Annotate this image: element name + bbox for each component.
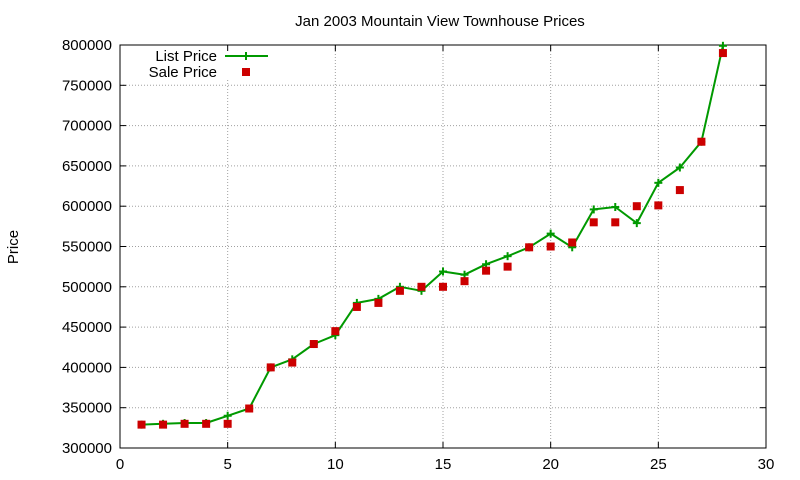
sale-price-point (611, 218, 620, 227)
y-tick-label: 750000 (62, 77, 112, 94)
sale-price-point (697, 137, 706, 146)
sale-price-point (589, 218, 598, 227)
sale-price-point (288, 358, 297, 367)
sale-price-point (482, 266, 491, 275)
list-price-point (654, 178, 663, 187)
list-price-point (223, 411, 232, 420)
sale-price-point (374, 298, 383, 307)
list-price-point (439, 267, 447, 276)
axis-ticks: 0 5 10 15 20 25 30 300000 350000 400000 450000 5000… (62, 37, 774, 473)
x-tick-label: 30 (758, 456, 775, 473)
x-tick-label: 15 (435, 456, 452, 473)
y-tick-label: 400000 (62, 359, 112, 376)
y-tick-label: 500000 (62, 279, 112, 296)
y-tick-label: 550000 (62, 239, 112, 256)
sale-price-point (137, 420, 146, 429)
sale-price-point (202, 419, 211, 428)
y-tick-label: 600000 (62, 198, 112, 215)
x-tick-label: 5 (223, 456, 231, 473)
grid-lines (120, 45, 766, 448)
legend-marker (242, 52, 250, 60)
list-price-point (589, 205, 598, 214)
y-tick-label: 300000 (62, 440, 112, 457)
legend-entry: List Price (155, 48, 268, 65)
list-price-point (503, 252, 512, 261)
y-axis-label: Price (5, 230, 22, 264)
sale-price-point (159, 420, 168, 429)
y-tick-label: 450000 (62, 319, 112, 336)
sale-price-point (245, 404, 254, 413)
x-tick-label: 10 (327, 456, 344, 473)
list-price-point (675, 163, 684, 172)
sale-price-point (460, 277, 469, 286)
sale-price-point (266, 363, 275, 372)
series-sale-price (137, 49, 727, 429)
x-tick-label: 20 (542, 456, 559, 473)
x-tick-label: 25 (650, 456, 667, 473)
sale-price-point (439, 282, 447, 291)
sale-price-point (503, 262, 512, 271)
sale-price-point (654, 201, 663, 210)
legend-marker (242, 68, 250, 76)
sale-price-point (395, 286, 404, 295)
list-price-point (611, 203, 620, 212)
sale-price-point (718, 49, 727, 58)
legend-label: Sale Price (149, 64, 217, 81)
list-price-point (546, 229, 555, 238)
series-line (141, 45, 724, 426)
series-layer (137, 41, 727, 429)
y-tick-label: 650000 (62, 158, 112, 175)
list-price-point (718, 41, 727, 50)
chart-title: Jan 2003 Mountain View Townhouse Prices (295, 13, 585, 30)
legend-entry: Sale Price (149, 64, 250, 81)
sale-price-point (568, 238, 577, 247)
series-list-price (137, 41, 727, 429)
sale-price-point (417, 282, 426, 291)
y-tick-label: 800000 (62, 37, 112, 54)
sale-price-point (525, 243, 534, 252)
sale-price-point (546, 242, 555, 251)
sale-price-point (309, 340, 318, 349)
sale-price-point (331, 327, 340, 336)
sale-price-point (180, 419, 189, 428)
x-tick-label: 0 (116, 456, 124, 473)
list-price-point (632, 219, 641, 228)
sale-price-point (675, 186, 684, 195)
y-tick-label: 700000 (62, 118, 112, 135)
plot-frame (119, 44, 767, 449)
y-tick-label: 350000 (62, 400, 112, 417)
legend-label: List Price (155, 48, 217, 65)
sale-price-point (632, 202, 641, 211)
sale-price-point (223, 419, 232, 428)
sale-price-point (352, 302, 361, 311)
